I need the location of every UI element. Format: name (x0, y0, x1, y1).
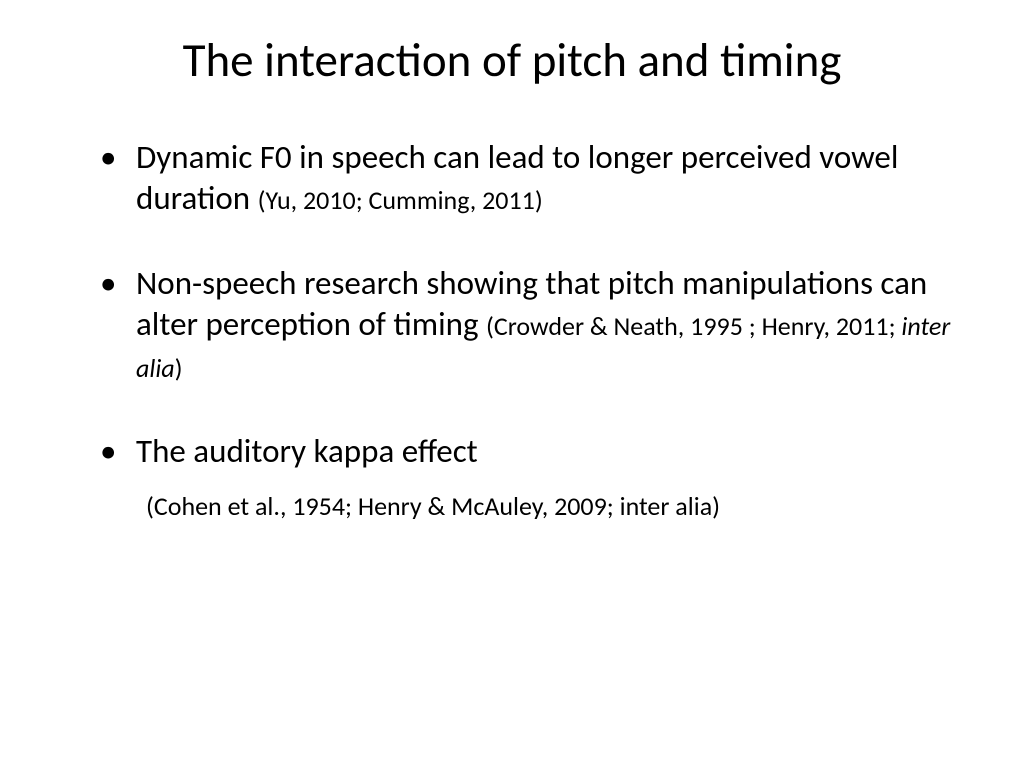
bullet-item: The auditory kappa effect (Cohen et al.,… (100, 431, 964, 523)
sub-citation-text: (Cohen et al., 1954; Henry & McAuley, 20… (136, 490, 964, 523)
citation-text: (Yu, 2010; Cumming, 2011) (258, 184, 543, 216)
cite-prefix: (Crowder & Neath, 1995 ; Henry, 2011; (486, 310, 901, 342)
bullet-item: Dynamic F0 in speech can lead to longer … (100, 137, 964, 220)
bullet-list: Dynamic F0 in speech can lead to longer … (60, 137, 964, 523)
slide-title: The interaction of pitch and timing (60, 35, 964, 87)
cite-suffix: ) (175, 352, 183, 384)
bullet-text: The auditory kappa effect (136, 431, 478, 471)
slide: The interaction of pitch and timing Dyna… (0, 0, 1024, 768)
bullet-item: Non-speech research showing that pitch m… (100, 263, 964, 387)
